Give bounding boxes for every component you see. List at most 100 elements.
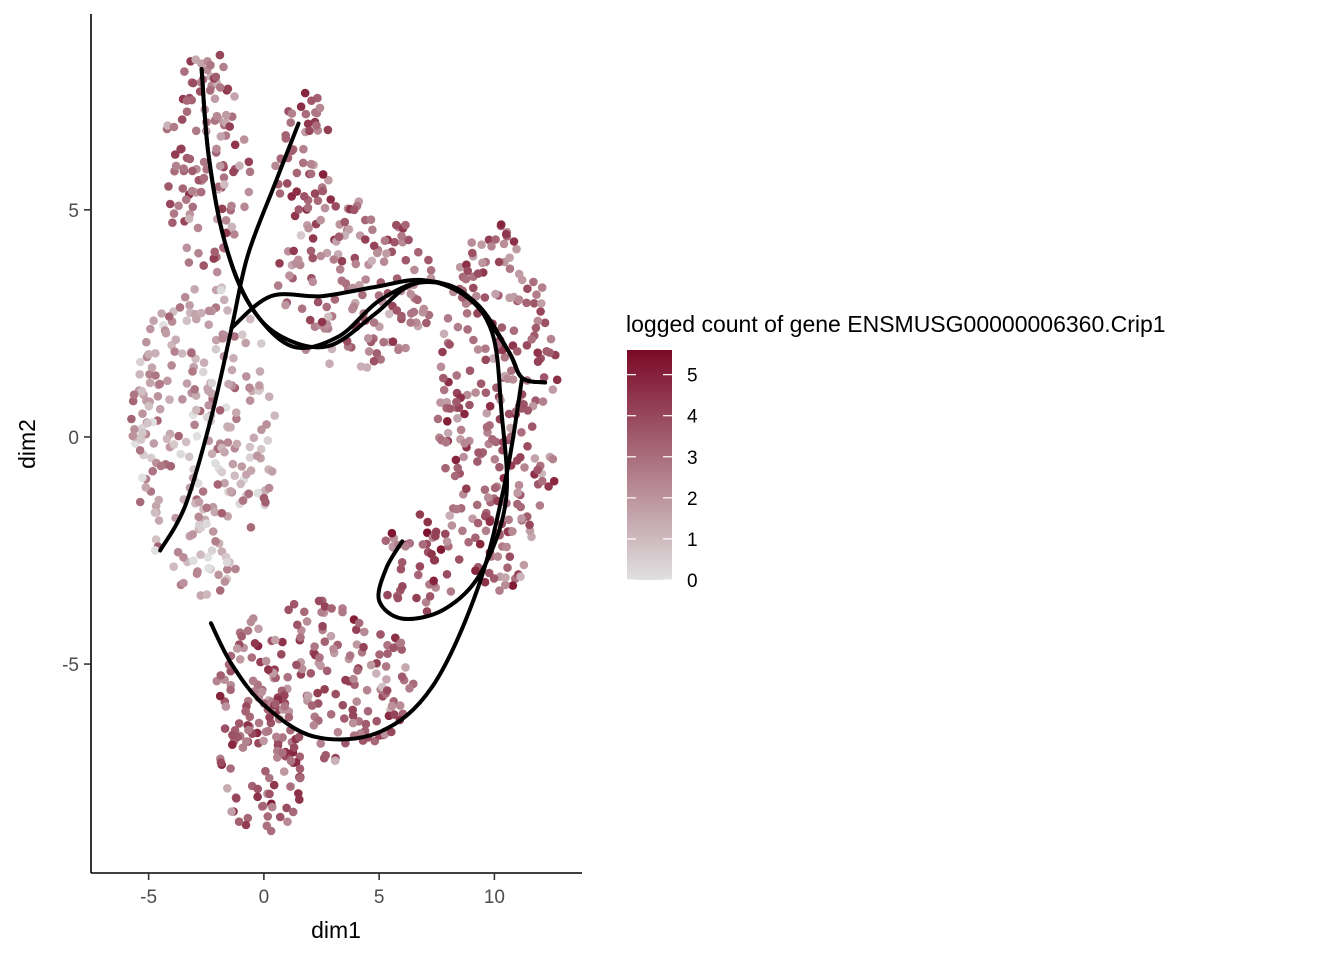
cell-point: [462, 309, 472, 318]
cell-point: [164, 312, 174, 321]
cell-point: [329, 644, 338, 654]
cell-point: [522, 298, 531, 308]
cell-point: [182, 96, 192, 105]
cell-point: [474, 448, 483, 457]
cell-point: [138, 473, 147, 483]
cell-point: [538, 397, 548, 406]
cell-point: [226, 685, 235, 695]
cell-point: [381, 536, 391, 545]
cell-point: [354, 618, 364, 628]
cell-point: [483, 493, 493, 502]
cell-point: [390, 710, 399, 719]
cell-point: [406, 318, 416, 327]
cell-point: [481, 388, 491, 398]
cell-point: [254, 381, 264, 390]
cell-point: [228, 740, 237, 749]
cell-point: [452, 397, 461, 407]
cell-point: [238, 330, 247, 340]
cell-point: [412, 593, 421, 603]
cell-point: [389, 643, 398, 653]
cell-point: [253, 792, 262, 802]
cell-point: [393, 593, 403, 603]
cell-point: [169, 209, 179, 218]
cell-point: [155, 404, 165, 414]
cell-point: [199, 173, 209, 183]
cell-point: [367, 256, 377, 266]
cell-point: [401, 255, 411, 265]
cell-point: [235, 655, 245, 664]
cell-point: [548, 385, 558, 394]
cell-point: [334, 232, 344, 241]
cell-point: [522, 341, 532, 350]
cell-point: [293, 620, 302, 630]
cell-point: [387, 701, 397, 711]
cell-point: [351, 259, 361, 269]
cell-point: [210, 94, 220, 103]
cell-point: [141, 483, 151, 492]
cell-point: [519, 560, 529, 570]
cell-point: [445, 404, 455, 413]
cell-point: [333, 727, 343, 737]
cell-point: [138, 409, 147, 419]
cell-point: [349, 302, 359, 311]
cell-point: [322, 666, 332, 676]
cell-point: [533, 316, 543, 326]
cell-point: [211, 537, 220, 546]
cell-point: [322, 302, 332, 312]
cell-point: [376, 630, 385, 639]
cell-point: [475, 539, 485, 549]
cell-point: [500, 353, 510, 362]
cell-point: [487, 242, 496, 251]
cell-point: [226, 764, 235, 773]
cell-point: [295, 773, 305, 783]
cell-point: [211, 344, 221, 354]
legend-breaks: 0 1 2 3 4 5: [627, 366, 698, 592]
cell-point: [149, 316, 158, 326]
cell-point: [488, 435, 497, 444]
cell-point: [422, 607, 432, 616]
cell-point: [138, 428, 147, 438]
cell-point: [220, 724, 230, 733]
cell-point: [291, 259, 301, 268]
cell-point: [313, 196, 323, 205]
cell-point: [154, 495, 164, 505]
cell-point: [414, 570, 423, 580]
cell-point: [286, 756, 296, 766]
cell-point: [397, 231, 406, 241]
cell-point: [254, 624, 263, 634]
cell-point: [261, 498, 270, 507]
cell-point: [302, 617, 312, 626]
cell-point: [490, 455, 500, 464]
cell-point: [188, 166, 197, 176]
cell-point: [212, 111, 222, 121]
cell-point: [153, 392, 163, 401]
cell-point: [234, 817, 244, 826]
cell-point: [546, 334, 556, 344]
cell-point: [530, 454, 540, 463]
cell-point: [198, 487, 208, 496]
cell-point: [245, 396, 255, 405]
cell-point: [306, 669, 316, 678]
cell-point: [436, 545, 446, 554]
cell-point: [460, 409, 469, 419]
cell-point: [422, 318, 431, 328]
cell-point: [477, 240, 486, 249]
y-axis-title: dim2: [14, 419, 40, 469]
cell-point: [144, 401, 154, 411]
cell-point: [441, 463, 450, 473]
cell-point: [396, 564, 406, 574]
cell-point: [198, 367, 208, 377]
cell-point: [215, 161, 225, 171]
cell-point: [348, 705, 358, 715]
cell-point: [283, 817, 292, 826]
cell-point: [218, 334, 227, 343]
cell-point: [300, 607, 309, 617]
cell-point: [192, 569, 202, 578]
cell-point: [205, 86, 215, 95]
cell-point: [257, 425, 266, 435]
cell-point: [292, 187, 302, 196]
cell-point: [361, 719, 371, 729]
cell-point: [232, 439, 242, 449]
cell-point: [169, 562, 178, 571]
cell-point: [494, 257, 504, 267]
